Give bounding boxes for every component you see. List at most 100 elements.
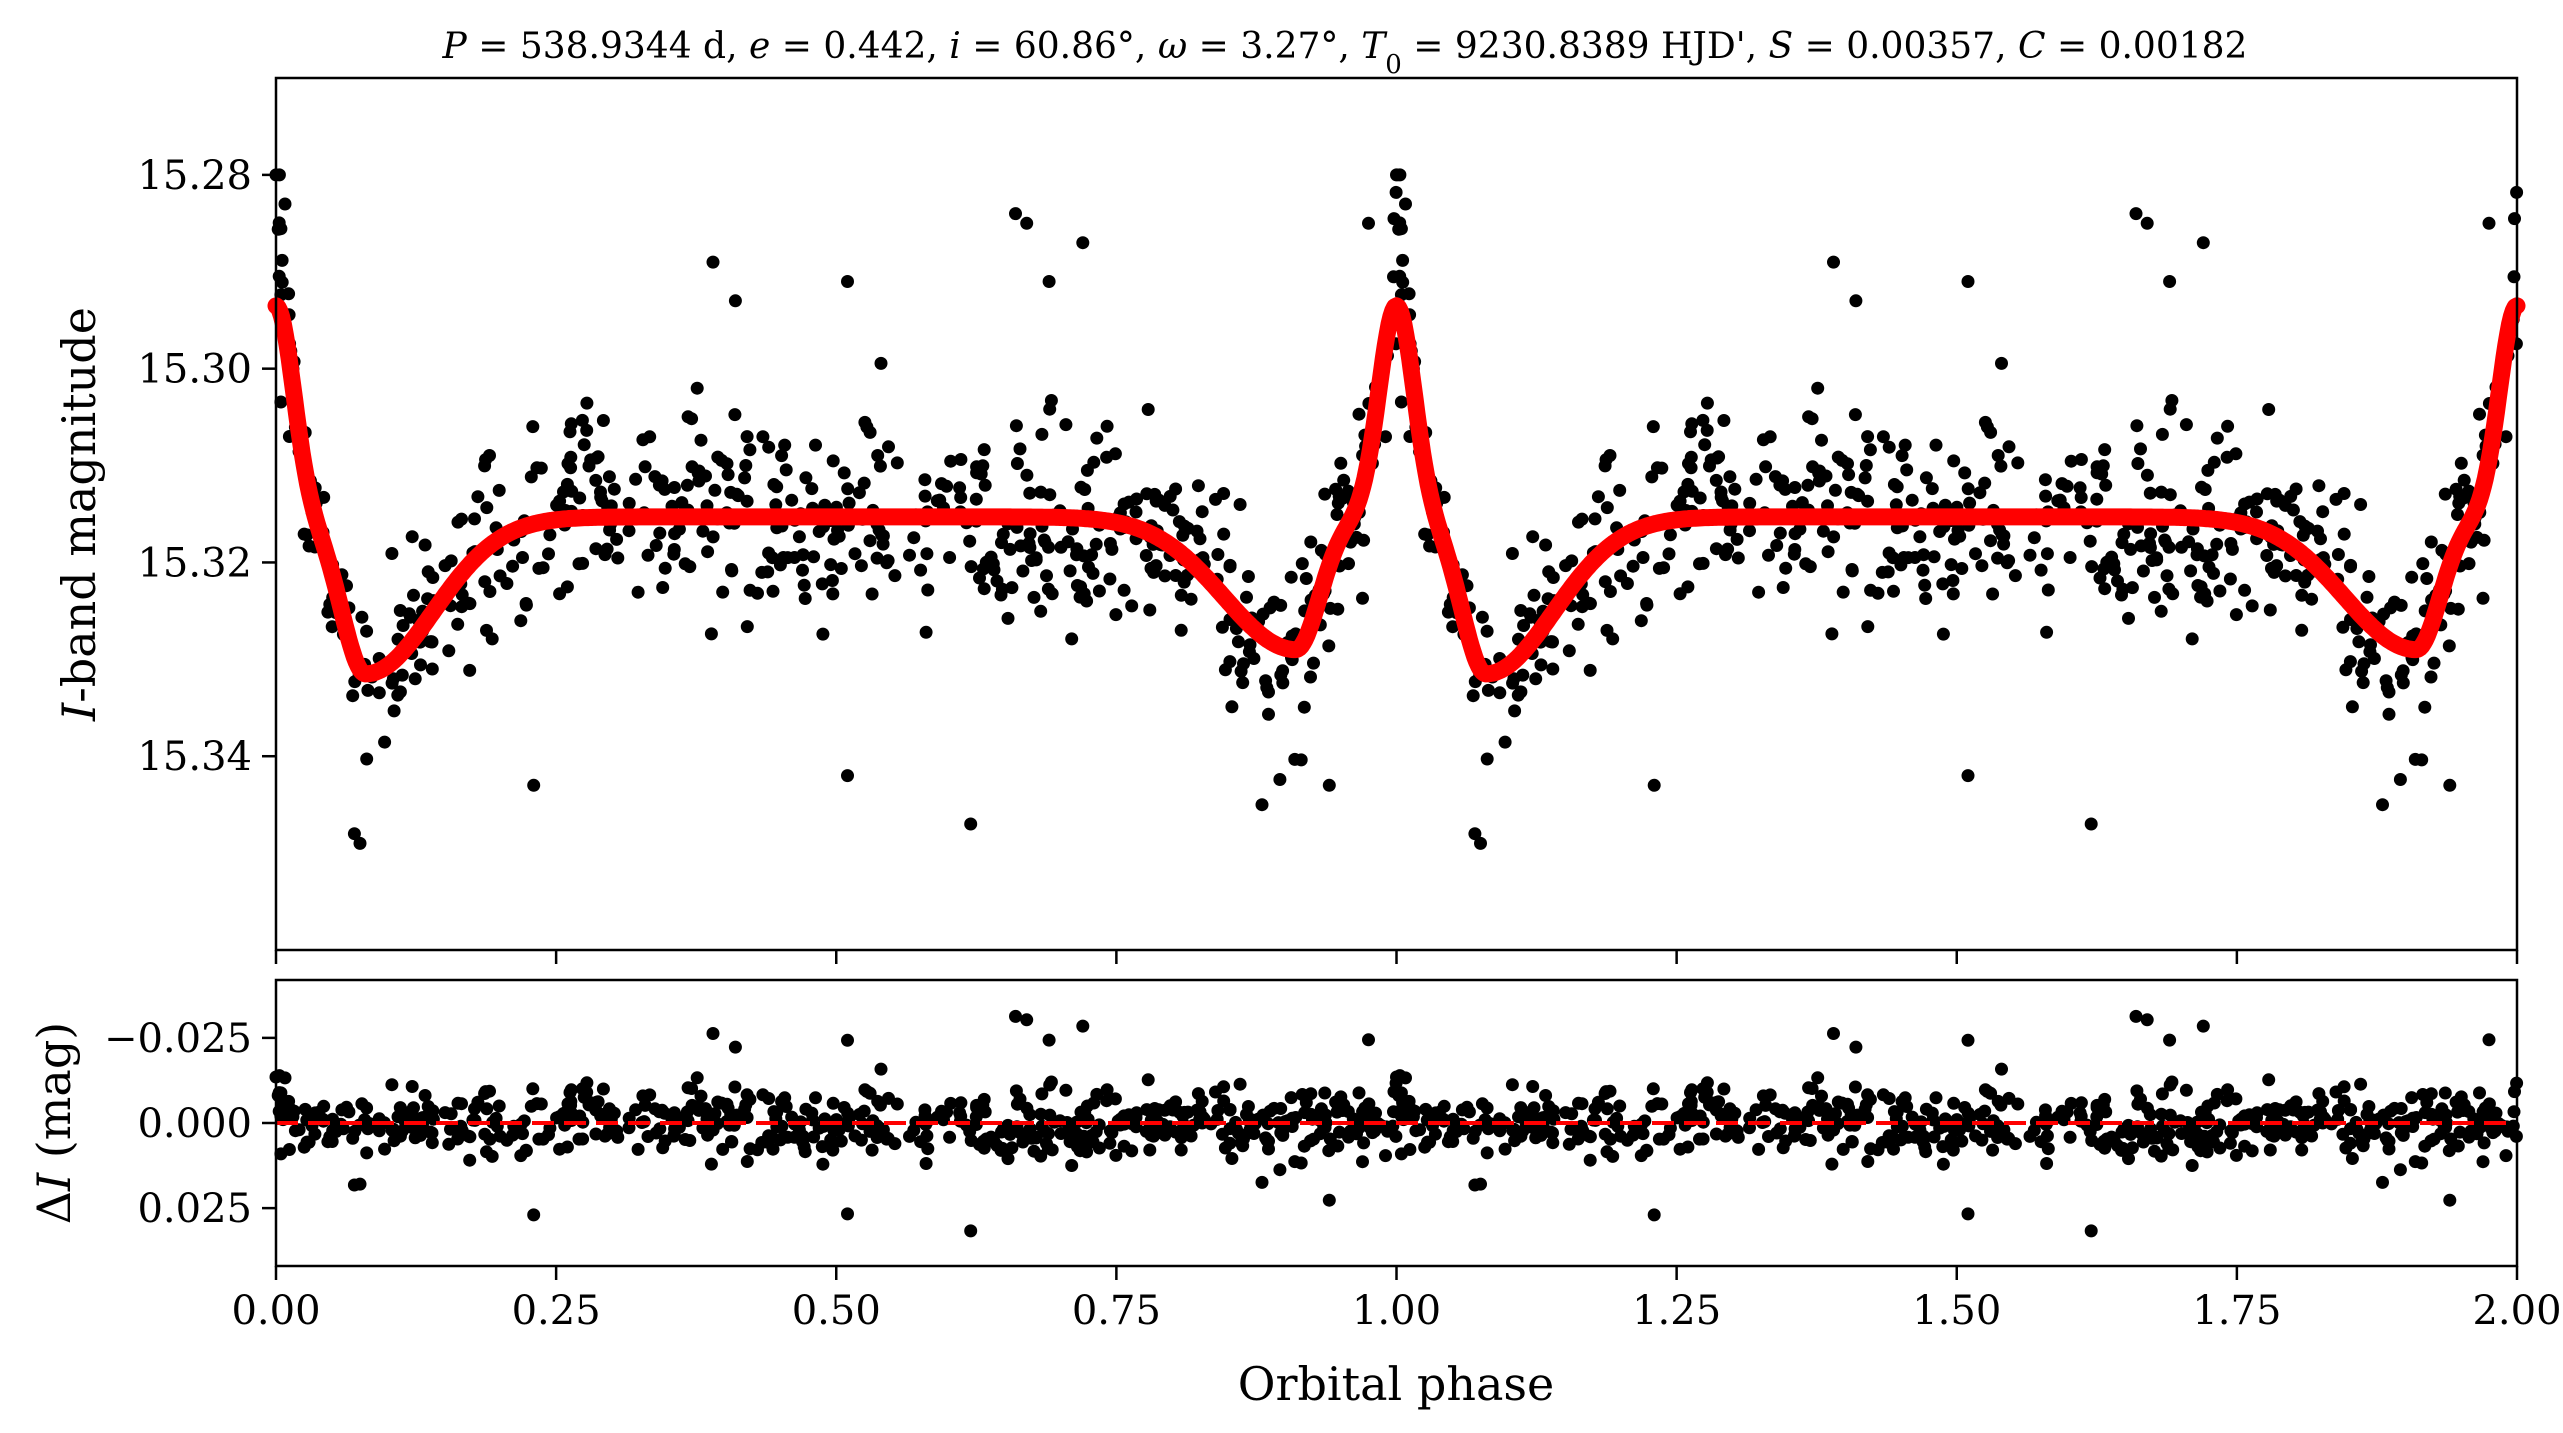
data-point [1255, 798, 1269, 812]
residual-point [1074, 1140, 1088, 1154]
data-point [1076, 236, 1090, 250]
residual-point [919, 1157, 933, 1170]
data-point [442, 644, 456, 658]
residual-point [1424, 1110, 1438, 1124]
residual-point [1333, 1125, 1346, 1139]
data-point [1721, 542, 1735, 556]
data-point [2201, 463, 2215, 477]
data-point [1085, 548, 1099, 562]
data-point [519, 597, 533, 610]
data-point [360, 624, 374, 638]
data-point [738, 471, 752, 485]
data-point [2356, 676, 2370, 690]
data-point [2388, 595, 2401, 609]
residual-point [2451, 1105, 2464, 1119]
data-point [2416, 557, 2430, 571]
data-point [493, 569, 507, 583]
residual-point [2451, 1139, 2465, 1153]
data-point [812, 525, 826, 538]
data-point [2443, 778, 2457, 792]
residual-point [493, 1129, 507, 1143]
y-tick-label: 15.32 [137, 540, 252, 586]
residual-point [1812, 1101, 1826, 1115]
residual-point [708, 1107, 722, 1121]
data-point [1225, 700, 1239, 714]
data-point [2499, 430, 2513, 444]
data-point [2117, 527, 2131, 541]
data-point [2002, 440, 2016, 454]
data-point [841, 275, 854, 288]
data-point [622, 524, 636, 538]
data-point [610, 532, 624, 546]
residual-point [1148, 1102, 1162, 1115]
data-point [622, 496, 636, 510]
data-point [1997, 537, 2011, 551]
data-point [1662, 547, 1676, 561]
data-point [2090, 492, 2104, 506]
data-point [1080, 463, 1094, 477]
residual-point [2210, 1087, 2224, 1101]
data-point [1591, 490, 1605, 504]
data-point [582, 459, 596, 473]
residual-point [943, 1130, 957, 1144]
residual-point [1390, 1070, 1403, 1084]
data-point [1191, 479, 1205, 493]
residual-point [362, 1116, 376, 1130]
residual-point [1613, 1099, 1627, 1113]
residual-point [353, 1177, 367, 1191]
data-point [1393, 269, 1407, 283]
data-point [272, 269, 286, 283]
residual-point [1352, 1086, 1366, 1100]
data-point [2424, 535, 2438, 549]
data-point [1108, 447, 1122, 461]
x-tick-label: 0.75 [1072, 1288, 1161, 1334]
residual-point [1978, 1083, 1992, 1097]
residual-point [837, 1101, 851, 1114]
residual-point [393, 1129, 407, 1143]
data-point [1925, 482, 1939, 496]
residual-point [1078, 1106, 1092, 1120]
data-point [903, 548, 916, 562]
data-point [629, 472, 643, 486]
residual-point [1109, 1148, 1123, 1162]
data-point [1267, 595, 1281, 609]
residual-point [1696, 1132, 1710, 1146]
data-point [1241, 570, 1255, 583]
residual-point [1947, 1096, 1961, 1110]
data-point [907, 531, 921, 545]
residual-point [1005, 1141, 1019, 1155]
residual-point [2165, 1075, 2179, 1089]
data-point [1446, 620, 1460, 634]
residual-point [1027, 1144, 1041, 1158]
residual-point [2263, 1143, 2277, 1157]
data-point [2415, 753, 2429, 767]
data-point [1933, 525, 1947, 538]
residual-point [1357, 1136, 1371, 1150]
data-point [1770, 539, 1784, 552]
data-point [2336, 620, 2350, 634]
residual-point [1841, 1097, 1854, 1111]
residual-point [2495, 1119, 2509, 1132]
data-point [1946, 574, 1960, 587]
residual-point [1023, 1127, 1037, 1141]
data-point [977, 582, 991, 596]
residual-point [1085, 1129, 1099, 1142]
data-point [542, 547, 555, 561]
residual-point [2305, 1129, 2319, 1143]
data-point [2451, 508, 2464, 521]
data-point [681, 410, 695, 424]
data-point [1848, 408, 1862, 422]
data-point [871, 449, 885, 462]
ylabel-delta-symbol: I [27, 1172, 81, 1192]
data-point [1936, 577, 1950, 591]
data-point [1516, 668, 1530, 682]
data-point [1978, 476, 1992, 490]
residual-point [1100, 1083, 1114, 1097]
residual-point [704, 1157, 718, 1171]
residual-point [1379, 1149, 1392, 1163]
residual-point [1209, 1085, 1222, 1099]
data-point [1466, 689, 1480, 703]
residual-point [1262, 1134, 1275, 1148]
data-point [1994, 459, 2008, 473]
